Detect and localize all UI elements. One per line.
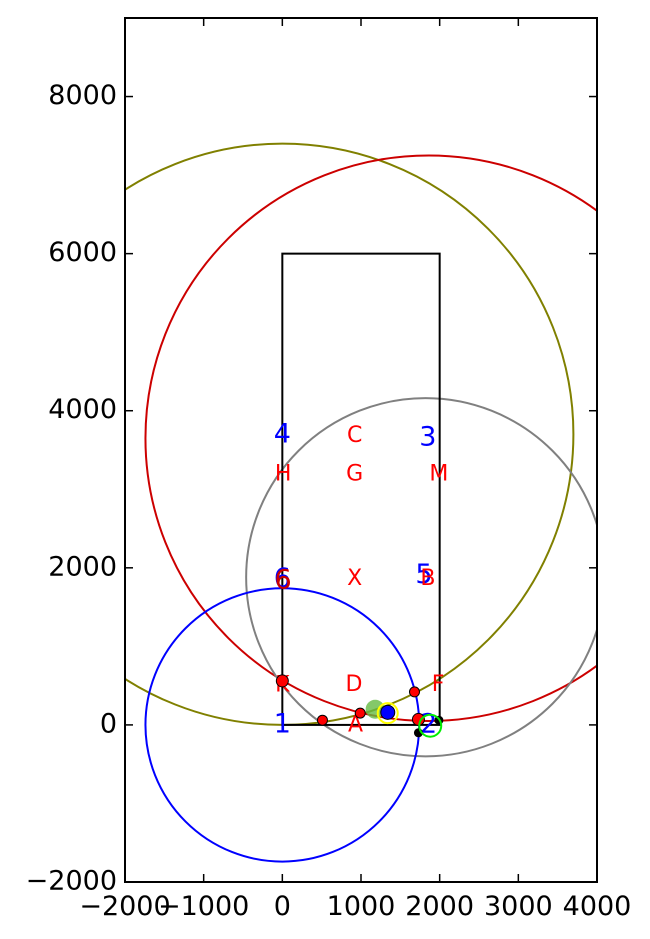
point-blue-dot	[380, 704, 396, 720]
annotation-label: 6	[274, 563, 291, 594]
x-tick-label: 4000	[563, 891, 632, 922]
x-tick-label: 1000	[327, 891, 396, 922]
plot-frame	[124, 17, 598, 883]
point-red-2	[316, 714, 328, 726]
circle-red	[144, 154, 597, 722]
annotation-label: G	[346, 461, 363, 486]
annotation-label: 6	[275, 565, 292, 596]
point-red-1	[275, 674, 289, 688]
point-red-3	[354, 707, 366, 719]
y-tick-label: 4000	[48, 394, 117, 425]
y-tick-label: 0	[100, 708, 117, 739]
x-tick-label: −2000	[79, 891, 170, 922]
annotation-label: 5	[415, 559, 432, 590]
x-tick-label: 3000	[484, 891, 553, 922]
y-tick-label: 2000	[48, 551, 117, 582]
annotation-label: C	[347, 423, 362, 448]
circle-gray	[245, 397, 597, 758]
rectangle-outline	[281, 252, 441, 726]
point-yellow-ring	[376, 702, 399, 725]
annotation-label: B	[420, 566, 435, 591]
annotation-label: M	[429, 461, 448, 486]
y-tick-label: 8000	[48, 80, 117, 111]
point-red-4	[408, 686, 420, 698]
x-tick-label: −1000	[158, 891, 249, 922]
annotation-label: 1	[274, 708, 291, 739]
annotation-label: H	[275, 461, 292, 486]
annotation-label: 3	[419, 422, 436, 453]
annotation-label: 4	[274, 419, 291, 450]
y-tick-label: −2000	[26, 866, 117, 897]
annotation-label: A	[348, 713, 363, 738]
x-tick-label: 2000	[405, 891, 474, 922]
annotation-label: D	[345, 672, 362, 697]
annotation-label: X	[347, 566, 362, 591]
y-tick-label: 6000	[48, 237, 117, 268]
annotation-label: F	[432, 672, 445, 697]
x-tick-label: 0	[274, 891, 291, 922]
point-green-ring	[418, 713, 443, 738]
